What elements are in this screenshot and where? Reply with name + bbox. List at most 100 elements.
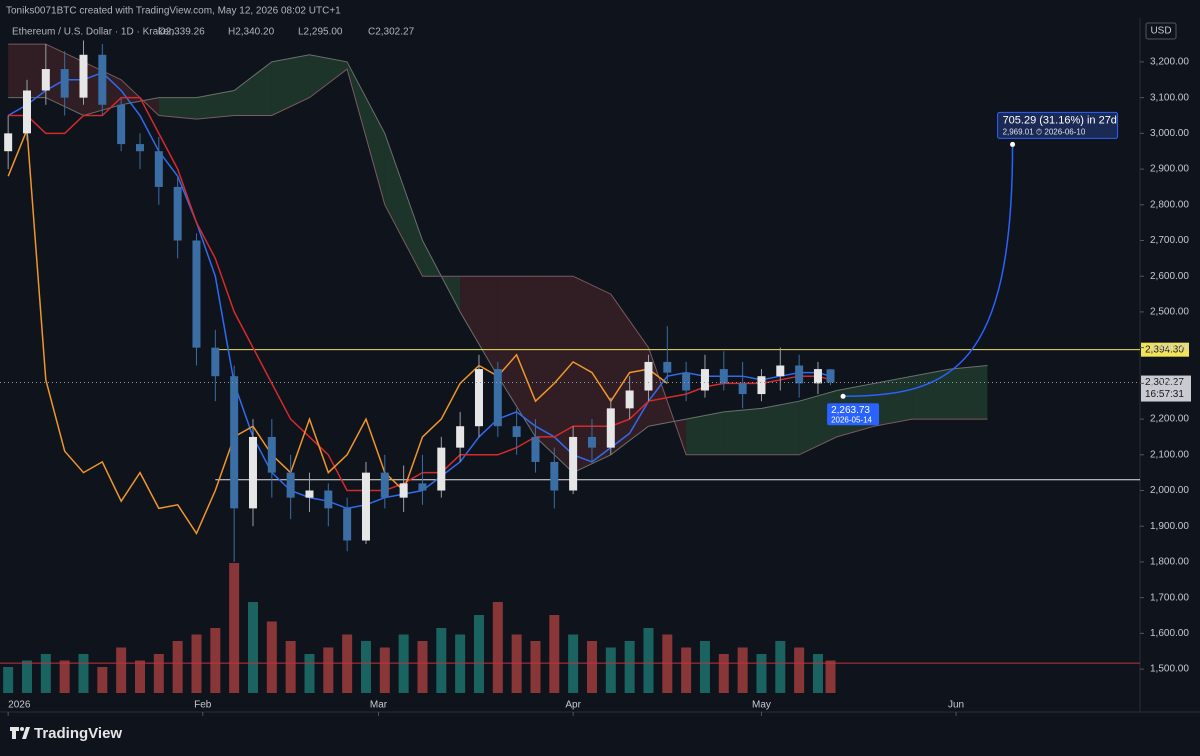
x-tick-label: Feb (194, 700, 212, 711)
cloud-fill (761, 401, 800, 455)
logo-mark (10, 727, 30, 739)
candle-body (286, 472, 295, 498)
candle-body (60, 69, 69, 98)
volume-bar (97, 667, 108, 693)
last-price-label: 2,302.27 (1145, 377, 1184, 388)
candle-body (380, 472, 389, 498)
candle-body (4, 133, 13, 152)
cloud-span-b (8, 43, 988, 456)
volume-bar (812, 654, 823, 693)
candle-body (173, 186, 182, 241)
projection-end-label: 705.29 (31.16%) in 27d (1003, 114, 1117, 126)
candle-body (531, 436, 540, 462)
ohlc-value: L2,295.00 (298, 27, 343, 38)
candle-body (117, 104, 126, 145)
y-tick-label: 3,200.00 (1150, 57, 1189, 68)
y-tick-label: 2,000.00 (1150, 485, 1189, 496)
symbol: Ethereum / U.S. Dollar · 1D · Kraken (12, 27, 174, 38)
currency: USD (1150, 26, 1171, 37)
cloud-fill (8, 44, 46, 98)
candle-body (757, 376, 766, 395)
candle-body (569, 436, 578, 491)
indicator-line (7, 129, 668, 535)
y-tick-label: 2,400.00 (1150, 342, 1189, 353)
candle-body (79, 54, 88, 98)
candle-body (324, 490, 333, 509)
currency-box (1145, 22, 1177, 40)
volume-bar (737, 647, 748, 693)
candle-body (399, 483, 408, 498)
ohlc-value: H2,340.20 (228, 27, 275, 38)
candle-body (267, 436, 276, 473)
y-tick-label: 2,200.00 (1150, 414, 1189, 425)
cloud-fill (573, 276, 611, 473)
y-tick-label: 1,700.00 (1150, 592, 1189, 603)
candle-body (456, 426, 465, 448)
candle-body (700, 369, 709, 391)
projection-end (1010, 141, 1016, 147)
candle-body (437, 447, 446, 491)
projection-start-date: 2026-05-14 (831, 415, 872, 424)
y-tick-label: 2,900.00 (1150, 164, 1189, 175)
projection-end-box (997, 111, 1119, 139)
y-tick-label: 2,100.00 (1150, 449, 1189, 460)
volume-bar (586, 641, 597, 693)
ohlc-value: O2,339.26 (158, 27, 205, 38)
projection-start-box (827, 403, 880, 426)
candle-body (682, 372, 691, 391)
cloud-fill (309, 54, 348, 98)
candle-body (719, 369, 728, 384)
cloud-fill (874, 376, 913, 427)
projection-start (840, 393, 846, 399)
y-tick-label: 2,800.00 (1150, 199, 1189, 210)
x-tick-label: Apr (565, 700, 581, 711)
volume-bar (455, 634, 466, 693)
price-label-box (1141, 342, 1189, 357)
volume-bar (266, 621, 277, 693)
volume-bar (825, 660, 836, 693)
y-tick-label: 2,600.00 (1150, 271, 1189, 282)
volume-bar (78, 654, 89, 693)
volume-bar (323, 647, 334, 693)
cloud-fill (912, 369, 950, 420)
candle-body (154, 151, 163, 187)
volume-bar (568, 634, 579, 693)
volume-bar (473, 615, 484, 693)
candle-body (474, 369, 483, 427)
volume-bar (756, 654, 767, 693)
cloud-fill (234, 61, 272, 116)
candle-body (22, 90, 31, 134)
y-tick-label: 1,800.00 (1150, 557, 1189, 568)
volume-bar (379, 647, 390, 693)
candle-body (230, 376, 239, 509)
candle-body (644, 361, 653, 391)
cloud-fill (723, 408, 762, 455)
volume-bar (794, 647, 805, 693)
volume-bar (191, 634, 202, 693)
volume-bar (775, 641, 786, 693)
price-label: 2,394.30 (1145, 344, 1184, 355)
candle-body (135, 144, 144, 152)
x-tick-label: Jun (948, 700, 964, 711)
cloud-fill (384, 133, 423, 277)
candle-body (248, 436, 257, 509)
volume-bar (59, 660, 70, 693)
projection-start-label: 2,263.73 (831, 405, 870, 416)
volume-bar (436, 628, 447, 693)
candle-body (776, 365, 785, 377)
projection-end-detail: 2,969.01 ⏱ 2026-06-10 (1003, 128, 1086, 137)
volume-bar (360, 641, 371, 693)
volume-bar (549, 615, 560, 693)
volume-bar (247, 602, 258, 693)
cloud-fill (196, 90, 235, 120)
logo (10, 727, 30, 739)
volume-bar (624, 641, 635, 693)
y-tick-label: 1,600.00 (1150, 628, 1189, 639)
header: Toniks0071BTC created with TradingView.c… (6, 6, 341, 17)
candle-body (343, 508, 352, 541)
x-tick-label: 2026 (8, 700, 31, 711)
volume-bar (3, 667, 14, 693)
volume-bar (605, 647, 616, 693)
candle-body (361, 472, 370, 541)
volume-bar (229, 563, 240, 693)
